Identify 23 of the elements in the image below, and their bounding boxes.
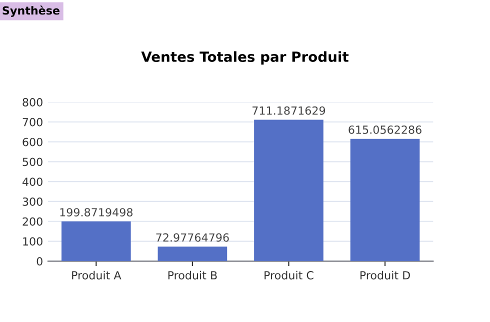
y-tick-label: 800: [22, 98, 42, 106]
text: Synthèse: [2, 6, 60, 17]
y-tick-label: 300: [22, 197, 42, 206]
bar: [158, 246, 228, 262]
bar: [254, 120, 324, 262]
y-tick-label: 400: [22, 178, 42, 186]
x-tick-label: Produit D: [360, 270, 410, 280]
y-tick-label: 700: [22, 118, 42, 126]
data-label: 199.8719498: [60, 208, 133, 216]
bar: [62, 221, 131, 262]
y-tick-label: 0: [36, 257, 42, 266]
data-label: 72.97764796: [156, 233, 229, 242]
y-tick-label: 100: [23, 237, 42, 246]
y-tick-label: 600: [22, 138, 42, 146]
data-label: 615.0562286: [348, 126, 422, 134]
y-tick-label: 200: [22, 217, 42, 226]
chart-title: Ventes Totales par Produit: [141, 51, 349, 65]
y-tick-label: 500: [22, 158, 42, 166]
data-label: 711.1871629: [252, 106, 326, 115]
x-tick-label: Produit B: [168, 270, 217, 280]
x-tick-label: Produit C: [264, 270, 314, 280]
bar: [350, 138, 420, 262]
x-tick-label: Produit A: [72, 270, 122, 280]
